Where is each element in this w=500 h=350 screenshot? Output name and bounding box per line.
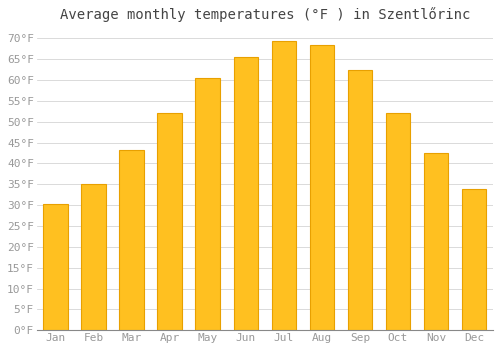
Bar: [234, 57, 258, 330]
Bar: [462, 189, 486, 330]
Bar: [158, 113, 182, 330]
Bar: [120, 150, 144, 330]
Bar: [348, 70, 372, 330]
Title: Average monthly temperatures (°F ) in Szentlőrinc: Average monthly temperatures (°F ) in Sz…: [60, 7, 470, 22]
Bar: [196, 78, 220, 330]
Bar: [310, 44, 334, 330]
Bar: [44, 204, 68, 330]
Bar: [272, 41, 296, 330]
Bar: [82, 184, 106, 330]
Bar: [424, 153, 448, 330]
Bar: [386, 112, 410, 330]
